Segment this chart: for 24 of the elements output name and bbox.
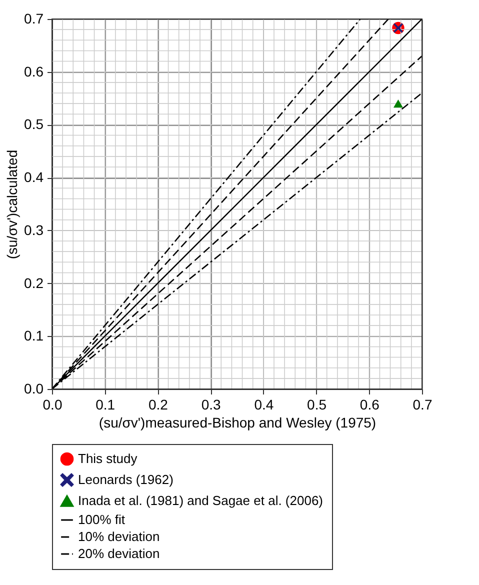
y-tick-label: 0.0 (24, 380, 44, 396)
x-axis-title: (su/σv')measured-Bishop and Wesley (1975) (98, 414, 376, 430)
x-tick-label: 0.1 (96, 396, 116, 412)
legend-label: Inada et al. (1981) and Sagae et al. (2006) (78, 493, 324, 508)
y-tick-label: 0.3 (24, 222, 44, 238)
x-tick-label: 0.5 (307, 396, 327, 412)
y-tick-label: 0.7 (24, 10, 44, 26)
legend-label: This study (78, 451, 138, 466)
y-tick-label: 0.6 (24, 63, 44, 80)
legend-label: 20% deviation (78, 546, 160, 561)
y-axis-title: (su/σv')calculated (4, 150, 20, 260)
x-tick-label: 0.4 (254, 396, 274, 412)
x-tick-label: 0.7 (412, 396, 432, 412)
x-tick-label: 0.6 (360, 396, 380, 412)
y-tick-label: 0.5 (24, 116, 44, 132)
legend-label: 100% fit (78, 512, 126, 527)
y-tick-label: 0.4 (24, 169, 44, 186)
x-tick-label: 0.2 (148, 396, 168, 412)
x-tick-label: 0.3 (201, 396, 222, 412)
y-tick-label: 0.1 (24, 328, 44, 344)
legend-label: Leonards (1962) (78, 472, 174, 487)
legend-label: 10% deviation (78, 529, 160, 544)
x-tick-label: 0.0 (42, 396, 62, 412)
y-tick-label: 0.2 (24, 274, 44, 291)
